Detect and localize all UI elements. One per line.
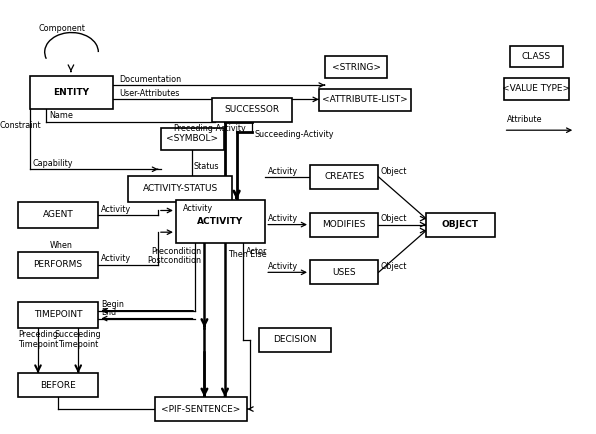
Bar bbox=[30, 76, 113, 108]
Bar bbox=[310, 260, 378, 284]
Text: Preceding-Activity: Preceding-Activity bbox=[173, 124, 246, 133]
Bar bbox=[18, 373, 98, 397]
Text: Object: Object bbox=[380, 167, 406, 176]
Text: <PIF-SENTENCE>: <PIF-SENTENCE> bbox=[162, 404, 241, 414]
Text: Attribute: Attribute bbox=[507, 115, 542, 124]
Text: USES: USES bbox=[333, 268, 356, 277]
Text: CLASS: CLASS bbox=[522, 52, 551, 61]
Text: SUCCESSOR: SUCCESSOR bbox=[224, 105, 280, 114]
Text: Name: Name bbox=[49, 111, 73, 120]
Text: Preceding
Timepoint: Preceding Timepoint bbox=[18, 330, 58, 349]
Text: Activity: Activity bbox=[184, 204, 213, 213]
Text: End: End bbox=[101, 308, 116, 317]
Bar bbox=[319, 89, 411, 111]
Text: Precondition: Precondition bbox=[151, 247, 201, 256]
Text: DECISION: DECISION bbox=[274, 335, 316, 344]
Text: ENTITY: ENTITY bbox=[54, 88, 89, 97]
Text: Postcondition: Postcondition bbox=[147, 256, 201, 265]
Bar bbox=[310, 165, 378, 189]
Bar bbox=[155, 397, 247, 421]
Text: Then Else: Then Else bbox=[228, 250, 266, 259]
Text: Capability: Capability bbox=[33, 159, 73, 168]
Text: AGENT: AGENT bbox=[43, 210, 73, 219]
Text: <ATTRIBUTE-LIST>: <ATTRIBUTE-LIST> bbox=[322, 95, 408, 104]
Text: Status: Status bbox=[194, 162, 219, 171]
Bar bbox=[325, 56, 387, 78]
Bar bbox=[510, 46, 563, 67]
Text: <SYMBOL>: <SYMBOL> bbox=[166, 135, 218, 143]
Text: MODIFIES: MODIFIES bbox=[322, 220, 366, 229]
Text: Activity: Activity bbox=[101, 254, 132, 263]
Bar bbox=[504, 78, 569, 100]
Text: ACTIVITY-STATUS: ACTIVITY-STATUS bbox=[142, 184, 218, 193]
Text: <VALUE TYPE>: <VALUE TYPE> bbox=[502, 85, 570, 93]
Text: User-Attributes: User-Attributes bbox=[119, 89, 179, 98]
Bar bbox=[18, 302, 98, 328]
Text: Activity: Activity bbox=[101, 204, 132, 214]
Bar bbox=[176, 200, 265, 243]
Text: Activity: Activity bbox=[268, 167, 299, 176]
Text: Begin: Begin bbox=[101, 300, 124, 309]
Text: CREATES: CREATES bbox=[324, 172, 364, 181]
Text: Constraint: Constraint bbox=[0, 122, 42, 130]
Bar bbox=[18, 202, 98, 228]
Text: Object: Object bbox=[380, 214, 406, 223]
Bar bbox=[128, 176, 232, 202]
Text: TIMEPOINT: TIMEPOINT bbox=[34, 310, 82, 319]
Text: PERFORMS: PERFORMS bbox=[33, 260, 83, 269]
Text: BEFORE: BEFORE bbox=[41, 381, 76, 390]
Text: When: When bbox=[50, 241, 73, 250]
Text: OBJECT: OBJECT bbox=[442, 220, 479, 229]
Text: <STRING>: <STRING> bbox=[331, 63, 381, 72]
Bar bbox=[426, 213, 495, 237]
Text: Component: Component bbox=[39, 24, 86, 33]
Text: Succeeding
Timepoint: Succeeding Timepoint bbox=[55, 330, 101, 349]
Text: Activity: Activity bbox=[268, 214, 299, 223]
Text: Object: Object bbox=[380, 262, 406, 271]
Text: Activity: Activity bbox=[268, 262, 299, 271]
Text: Documentation: Documentation bbox=[119, 75, 181, 84]
Text: Succeeding-Activity: Succeeding-Activity bbox=[255, 130, 334, 139]
Bar bbox=[259, 328, 331, 352]
Bar bbox=[18, 252, 98, 278]
Text: ACTIVITY: ACTIVITY bbox=[197, 217, 244, 226]
Bar bbox=[161, 128, 224, 150]
Bar bbox=[212, 98, 292, 122]
Bar bbox=[310, 213, 378, 237]
Text: Actor: Actor bbox=[246, 247, 267, 256]
